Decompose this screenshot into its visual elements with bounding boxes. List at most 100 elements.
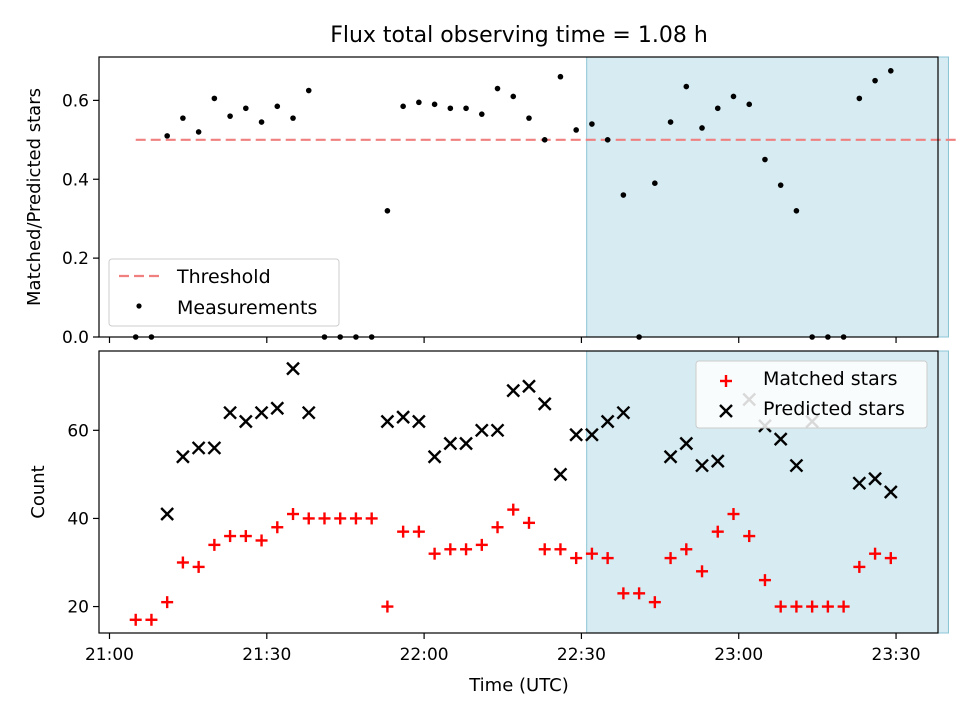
measurement-point bbox=[589, 121, 595, 127]
measurement-point bbox=[195, 129, 202, 135]
measurement-point bbox=[180, 115, 186, 121]
measurement-point bbox=[746, 101, 753, 108]
measurement-point bbox=[541, 137, 548, 143]
predicted-star-point bbox=[773, 432, 788, 446]
measurement-points bbox=[132, 68, 894, 340]
predicted-star-point bbox=[443, 436, 458, 451]
matched-star-point bbox=[176, 556, 189, 569]
matched-star-point bbox=[129, 613, 142, 626]
predicted-star-point bbox=[380, 414, 395, 429]
measurement-point bbox=[510, 93, 517, 100]
predicted-star-point bbox=[412, 414, 426, 429]
matched-star-point bbox=[538, 543, 551, 556]
predicted-star-point bbox=[883, 485, 898, 499]
matched-legend-swatch bbox=[720, 375, 732, 387]
bottom-y-tick-label: 40 bbox=[67, 509, 89, 529]
matched-star-point bbox=[460, 543, 473, 556]
bottom-legend-box bbox=[695, 360, 928, 429]
matched-star-point bbox=[271, 521, 284, 534]
matched-star-point bbox=[821, 600, 834, 613]
matched-star-point bbox=[192, 560, 205, 573]
predicted-star-point bbox=[490, 423, 505, 438]
measurement-point bbox=[762, 156, 768, 163]
matched-star-point bbox=[381, 600, 394, 613]
bottom-x-ticks: 21:0021:3022:0022:3023:0023:3000:0000:30… bbox=[85, 633, 921, 665]
measurement-point bbox=[856, 95, 863, 102]
matched-star-point bbox=[711, 525, 724, 538]
threshold-legend-label: Threshold bbox=[176, 266, 271, 288]
predicted-star-point bbox=[522, 379, 536, 394]
matched-star-point bbox=[255, 534, 268, 547]
matched-star-point bbox=[522, 516, 535, 529]
matched-star-point bbox=[758, 574, 771, 587]
predicted-star-point bbox=[600, 414, 615, 429]
bottom-y-tick-label: 20 bbox=[67, 598, 89, 618]
top-legend: Threshold Measurements bbox=[108, 258, 340, 327]
matched-star-point bbox=[145, 613, 158, 626]
matched-star-point bbox=[349, 512, 362, 525]
matched-star-point bbox=[680, 543, 693, 556]
measurement-point bbox=[431, 101, 438, 108]
predicted-star-point bbox=[585, 427, 599, 442]
measurement-point bbox=[526, 115, 532, 121]
top-legend-box bbox=[108, 258, 340, 327]
matched-star-point bbox=[491, 521, 504, 534]
predicted-star-points bbox=[160, 361, 898, 521]
bottom-y-ticks: 20 40 60 bbox=[67, 421, 99, 618]
measurement-point bbox=[793, 208, 800, 214]
measurement-point bbox=[557, 73, 564, 80]
predicted-star-point bbox=[223, 405, 237, 420]
matched-star-point bbox=[428, 547, 441, 560]
matched-legend-label: Matched stars bbox=[763, 368, 897, 390]
predicted-star-point bbox=[789, 458, 804, 473]
matched-star-point bbox=[585, 547, 598, 560]
measurement-point bbox=[714, 105, 721, 112]
top-y-ticks: 0.0 0.2 0.4 0.6 bbox=[62, 91, 99, 348]
matched-star-point bbox=[806, 600, 819, 613]
matched-star-point bbox=[208, 538, 221, 551]
matched-star-point bbox=[475, 538, 488, 551]
measurement-point bbox=[290, 115, 296, 121]
measurement-point bbox=[604, 137, 611, 143]
x-tick-label: 22:00 bbox=[400, 645, 449, 665]
predicted-star-point bbox=[868, 471, 882, 486]
matched-star-point bbox=[302, 512, 315, 525]
predicted-star-point bbox=[710, 454, 725, 469]
predicted-star-point bbox=[254, 405, 269, 420]
bottom-axes-frame bbox=[98, 350, 939, 634]
measurement-point bbox=[573, 127, 579, 133]
predicted-star-point bbox=[679, 436, 694, 451]
top-panel: 0.0 0.2 0.4 0.6 Threshold Measurements bbox=[62, 56, 960, 348]
predicted-star-point bbox=[207, 441, 222, 455]
measurement-point bbox=[258, 119, 265, 125]
matched-star-point bbox=[774, 600, 787, 613]
measurement-point bbox=[872, 77, 878, 84]
measurement-point bbox=[494, 85, 501, 92]
matched-star-point bbox=[318, 512, 331, 525]
measurement-point bbox=[730, 93, 737, 100]
predicted-star-point bbox=[616, 405, 631, 420]
measurement-point bbox=[888, 68, 894, 74]
matched-star-point bbox=[664, 552, 677, 565]
measurement-point bbox=[620, 192, 627, 198]
matched-star-point bbox=[507, 503, 520, 516]
predicted-star-point bbox=[663, 449, 678, 464]
predicted-star-point bbox=[176, 449, 190, 464]
predicted-star-point bbox=[301, 405, 316, 420]
x-tick-label: 23:30 bbox=[872, 645, 921, 665]
matched-star-point bbox=[554, 543, 567, 556]
measurement-point bbox=[463, 105, 469, 112]
predicted-star-point bbox=[695, 458, 709, 473]
measurement-point bbox=[777, 182, 784, 188]
measurement-point bbox=[400, 103, 406, 110]
measurement-point bbox=[384, 208, 391, 214]
predicted-star-point bbox=[191, 441, 206, 455]
top-y-tick-label: 0.0 bbox=[62, 328, 89, 348]
predicted-legend-swatch bbox=[719, 404, 733, 418]
top-y-tick-label: 0.2 bbox=[62, 249, 89, 269]
matched-star-point bbox=[837, 600, 850, 613]
chart-title: Flux total observing time = 1.08 h bbox=[330, 23, 708, 48]
measurement-point bbox=[652, 180, 658, 186]
matched-star-point bbox=[696, 565, 709, 578]
